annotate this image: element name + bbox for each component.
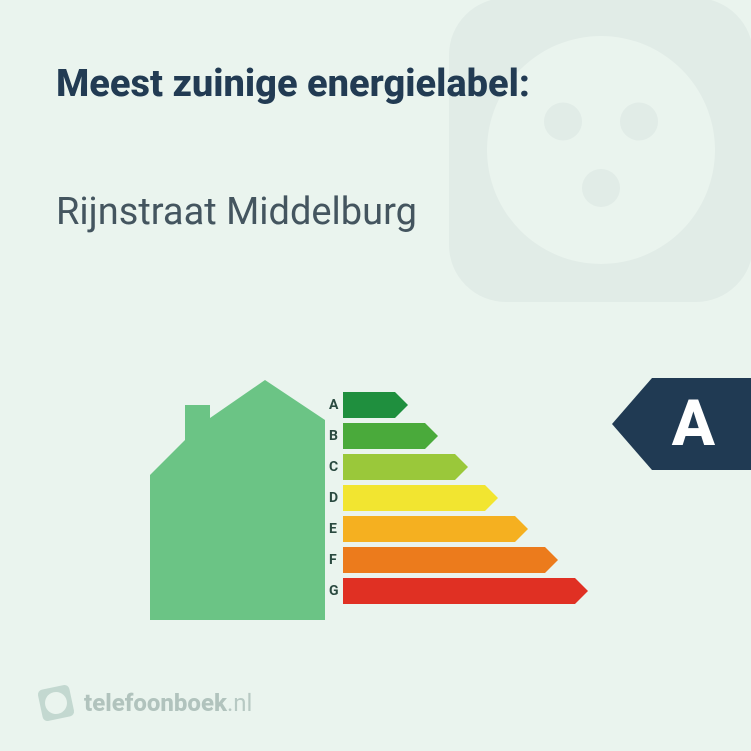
energy-bar-d: D (325, 483, 588, 513)
selected-label-badge: A (612, 378, 751, 470)
energy-label-chart: ABCDEFG (150, 380, 580, 620)
bar-label: G (325, 583, 343, 599)
energy-bar-e: E (325, 514, 588, 544)
brand-name-bold: telefoonboek (84, 689, 227, 717)
brand-icon (37, 684, 75, 722)
footer-brand: telefoonboek.nl (40, 687, 252, 719)
watermark-icon (411, 0, 751, 340)
selected-label-letter: A (672, 392, 715, 456)
bar-label: A (325, 397, 343, 413)
bar-label: E (325, 521, 343, 537)
energy-bar-f: F (325, 545, 588, 575)
bar-label: D (325, 490, 343, 506)
energy-bar-g: G (325, 576, 588, 606)
page-title: Meest zuinige energielabel: (56, 62, 530, 106)
brand-name-suffix: .nl (227, 689, 252, 717)
energy-bar-a: A (325, 390, 588, 420)
bar-label: B (325, 428, 343, 444)
energy-bars: ABCDEFG (325, 390, 588, 607)
energy-bar-c: C (325, 452, 588, 482)
location-name: Rijnstraat Middelburg (56, 190, 417, 234)
house-icon (150, 380, 325, 620)
energy-bar-b: B (325, 421, 588, 451)
bar-label: C (325, 459, 343, 475)
bar-label: F (325, 552, 343, 568)
